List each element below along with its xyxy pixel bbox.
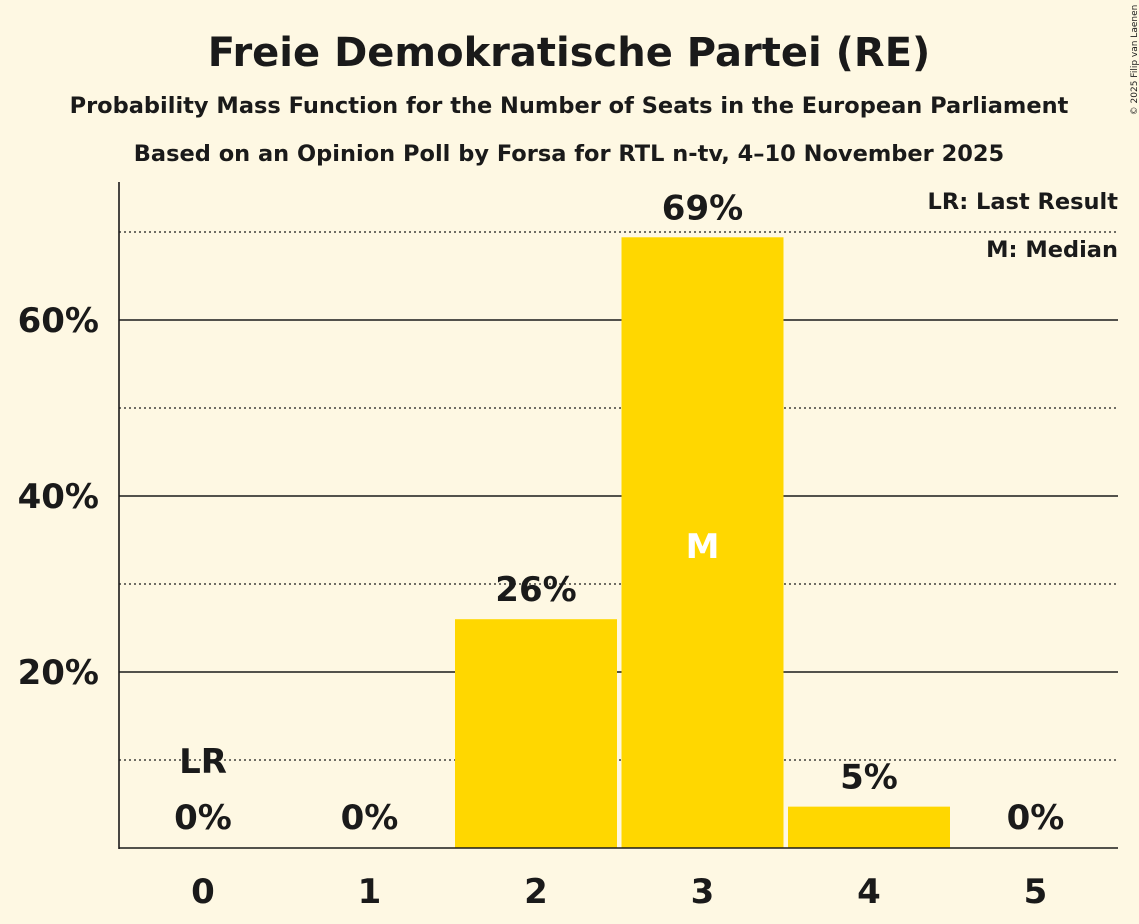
chart-subtitle-source: Based on an Opinion Poll by Forsa for RT…	[134, 141, 1004, 167]
bar-4-seats	[788, 806, 950, 848]
y-tick-label: 20%	[18, 653, 99, 693]
y-tick-label: 40%	[18, 477, 99, 517]
legend-median: M: Median	[986, 237, 1118, 263]
value-label: 69%	[662, 188, 743, 228]
x-tick-label: 4	[857, 872, 881, 912]
x-tick-label: 5	[1024, 872, 1048, 912]
value-label: 0%	[1007, 798, 1065, 838]
x-tick-label: 2	[524, 872, 548, 912]
value-label: 26%	[495, 570, 576, 610]
last-result-marker: LR	[179, 742, 227, 782]
value-label: 0%	[341, 798, 399, 838]
bar-2-seats	[455, 619, 617, 848]
x-tick-label: 0	[191, 872, 215, 912]
axes	[118, 182, 1118, 849]
bar-3-seats	[621, 237, 784, 848]
median-marker: M	[686, 527, 720, 567]
x-tick-label: 3	[691, 872, 715, 912]
x-tick-label: 1	[358, 872, 382, 912]
copyright-notice: © 2025 Filip van Laenen	[1130, 5, 1139, 116]
bars	[455, 237, 950, 848]
legend-last-result: LR: Last Result	[928, 189, 1119, 215]
value-label: 5%	[840, 758, 898, 798]
labels: 20% 40% 60% 0 1 2 3 4 5 0% 0% 26% 69% 5% 0% M LR	[18, 188, 1065, 912]
chart-title: Freie Demokratische Partei (RE)	[208, 30, 931, 76]
gridlines	[119, 231, 1118, 761]
y-tick-label: 60%	[18, 301, 99, 341]
chart-subtitle: Probability Mass Function for the Number…	[70, 93, 1069, 119]
value-label: 0%	[174, 798, 232, 838]
